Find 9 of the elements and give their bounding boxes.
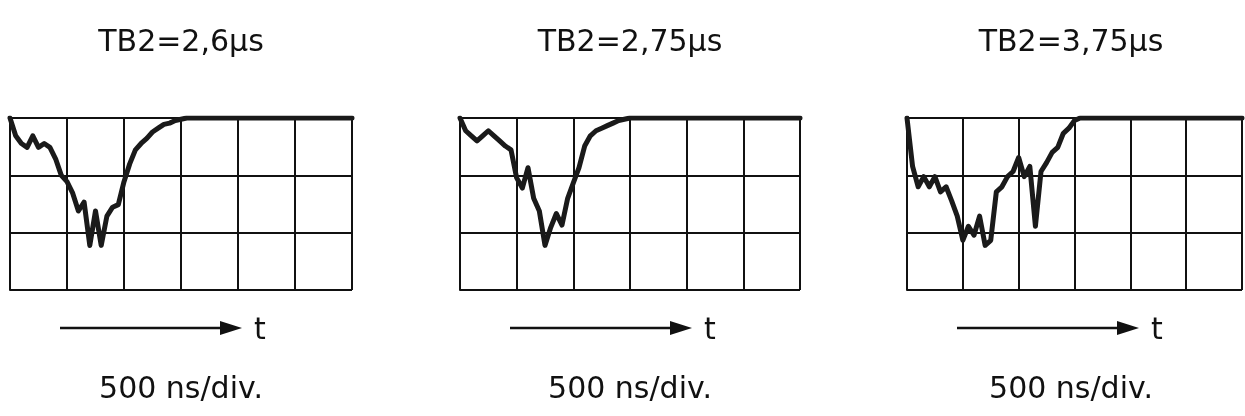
text: 500 ns/div. bbox=[98, 370, 264, 405]
text: 500 ns/div. bbox=[988, 370, 1154, 405]
chart-title: TB2=2,75µs bbox=[536, 22, 723, 58]
chart-title: TB2=3,75µs bbox=[977, 22, 1164, 58]
text: 500 ns/div. bbox=[547, 370, 713, 405]
x-axis-title: t bbox=[704, 310, 716, 346]
x-axis-title: t bbox=[254, 310, 266, 346]
chart-title: TB2=2,6µs bbox=[97, 22, 264, 58]
x-axis-title: t bbox=[1151, 310, 1163, 346]
